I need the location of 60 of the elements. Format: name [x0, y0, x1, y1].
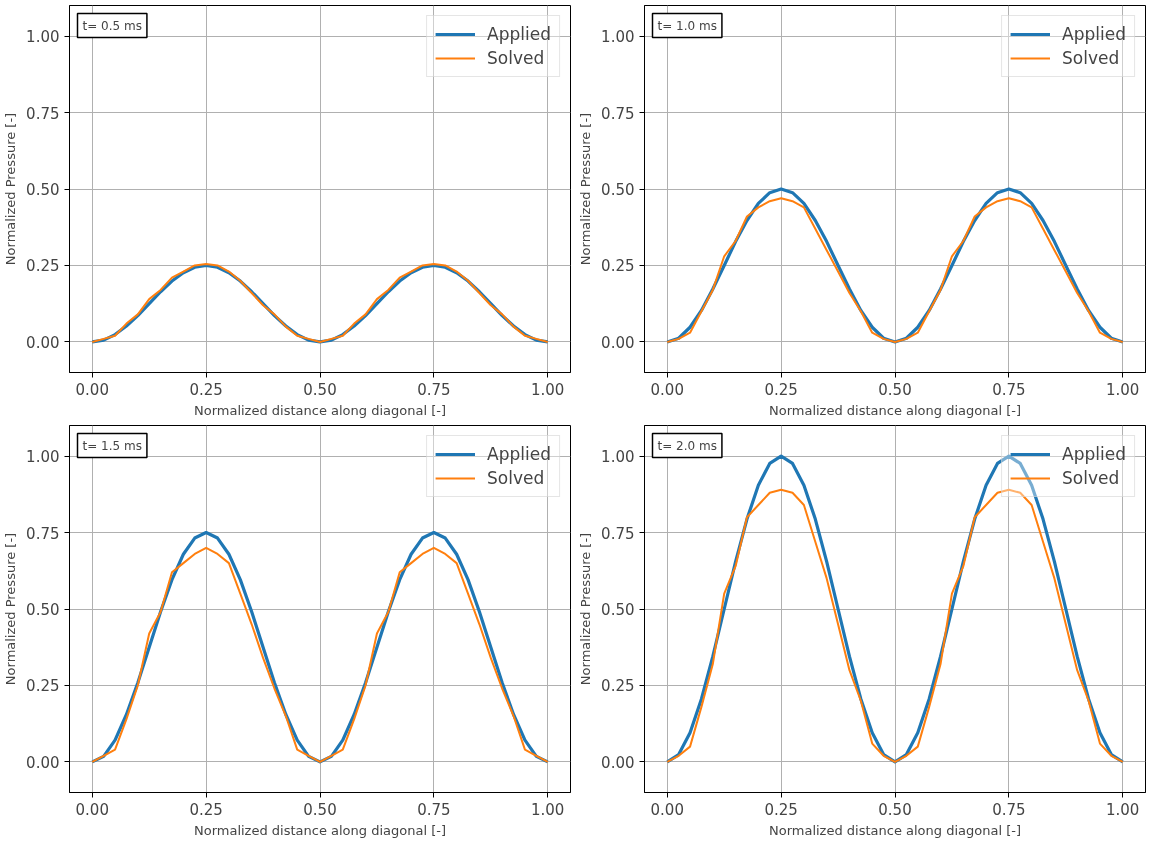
legend-label: Applied — [487, 444, 551, 464]
y-tick-label: 0.50 — [601, 181, 635, 199]
x-tick-label: 0.75 — [992, 800, 1026, 819]
x-tick-label: 1.00 — [531, 380, 565, 399]
y-axis-title: Normalized Pressure [-] — [578, 112, 594, 266]
x-tick-label: 0.50 — [878, 800, 912, 819]
y-tick-label: 0.25 — [26, 677, 60, 696]
y-tick-label: 1.00 — [26, 28, 60, 47]
y-axis-title: Normalized Pressure [-] — [3, 112, 19, 266]
x-tick-label: 0.25 — [764, 800, 798, 819]
y-axis-title: Normalized Pressure [-] — [578, 532, 594, 686]
x-tick-label: 1.00 — [531, 800, 565, 819]
y-axis-title: Normalized Pressure [-] — [3, 532, 19, 686]
legend-label: Solved — [1062, 468, 1120, 488]
x-tick-label: 0.00 — [650, 800, 684, 819]
x-tick-label: 0.75 — [992, 380, 1026, 399]
x-tick-label: 1.00 — [1106, 800, 1140, 819]
y-tick-label: 0.50 — [601, 601, 635, 619]
annotation: t= 1.0 ms — [657, 18, 717, 33]
y-tick-label: 1.00 — [601, 28, 635, 47]
x-tick-label: 0.25 — [189, 800, 223, 819]
y-tick-label: 0.50 — [26, 181, 60, 199]
y-tick-label: 0.25 — [601, 257, 635, 276]
annotation: t= 2.0 ms — [657, 438, 717, 453]
legend-label: Solved — [1062, 48, 1120, 68]
y-tick-label: 1.00 — [601, 448, 635, 467]
y-tick-label: 0.75 — [26, 104, 60, 123]
y-tick-label: 0.75 — [601, 104, 635, 123]
y-tick-label: 0.50 — [26, 601, 60, 619]
y-tick-label: 0.75 — [26, 524, 60, 543]
x-tick-label: 0.50 — [303, 800, 337, 819]
y-tick-label: 0.00 — [601, 333, 635, 352]
x-tick-label: 0.50 — [878, 380, 912, 399]
x-tick-label: 0.75 — [417, 800, 451, 819]
x-axis-title: Normalized distance along diagonal [-] — [193, 822, 447, 838]
legend-label: Applied — [1062, 444, 1126, 464]
x-tick-label: 1.00 — [1106, 380, 1140, 399]
x-tick-label: 0.00 — [75, 800, 109, 819]
y-tick-label: 0.75 — [601, 524, 635, 543]
x-tick-label: 0.00 — [75, 380, 109, 399]
y-tick-label: 0.00 — [601, 753, 635, 772]
x-axis-title: Normalized distance along diagonal [-] — [193, 402, 447, 418]
annotation: t= 1.5 ms — [82, 438, 142, 453]
y-tick-label: 0.00 — [26, 753, 60, 772]
x-tick-label: 0.50 — [303, 380, 337, 399]
y-tick-label: 1.00 — [26, 448, 60, 467]
y-tick-label: 0.00 — [26, 333, 60, 352]
annotation: t= 0.5 ms — [82, 18, 142, 33]
y-tick-label: 0.25 — [26, 257, 60, 276]
legend-label: Solved — [487, 468, 545, 488]
legend-label: Applied — [1062, 24, 1126, 44]
x-tick-label: 0.00 — [650, 380, 684, 399]
x-tick-label: 0.25 — [189, 380, 223, 399]
legend-label: Solved — [487, 48, 545, 68]
x-tick-label: 0.25 — [764, 380, 798, 399]
x-axis-title: Normalized distance along diagonal [-] — [768, 402, 1022, 418]
x-axis-title: Normalized distance along diagonal [-] — [768, 822, 1022, 838]
x-tick-label: 0.75 — [417, 380, 451, 399]
legend-label: Applied — [487, 24, 551, 44]
y-tick-label: 0.25 — [601, 677, 635, 696]
